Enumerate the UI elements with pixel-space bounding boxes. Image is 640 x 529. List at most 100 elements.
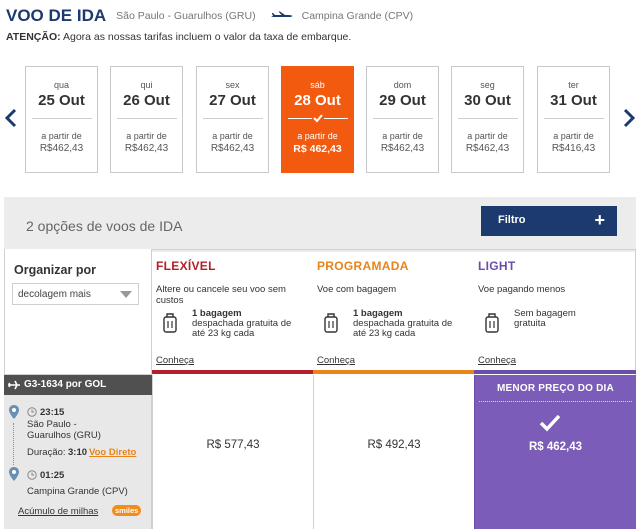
airplane-icon	[8, 380, 20, 390]
baggage-count: 1 bagagem	[192, 308, 242, 319]
divider	[372, 118, 433, 119]
fare-baggage: Sem bagagem gratuita	[514, 309, 624, 329]
plus-icon: +	[594, 210, 605, 230]
date-from-label: a partir de	[212, 131, 253, 141]
fare-description: Voe com bagagem	[317, 284, 397, 295]
baggage-detail: gratuita	[514, 318, 546, 329]
date-price: R$462,43	[380, 143, 425, 154]
location-pin-icon	[9, 467, 19, 481]
baggage-count: Sem bagagem	[514, 308, 576, 319]
fare-description: Voe pagando menos	[478, 284, 566, 295]
date-card-28-selected[interactable]: sáb 28 Out a partir de R$ 462,43	[281, 66, 354, 173]
date-card-25[interactable]: qua 25 Out a partir de R$462,43	[25, 66, 98, 173]
fare-flexivel: FLEXÍVEL Altere ou cancele seu voo sem c…	[152, 249, 313, 375]
fare-notice: ATENÇÃO: Agora as nossas tarifas incluem…	[6, 31, 351, 43]
smiles-logo: smiles	[112, 505, 142, 516]
flight-code: G3-1634 por GOL	[24, 379, 107, 390]
divider	[116, 118, 177, 119]
date-card-26[interactable]: qui 26 Out a partir de R$462,43	[110, 66, 183, 173]
date-from-label: a partir de	[382, 131, 423, 141]
fare-color-bar	[152, 370, 313, 374]
price-light-best[interactable]: MENOR PREÇO DO DIA R$ 462,43	[474, 375, 636, 529]
fare-color-bar	[313, 370, 474, 374]
departure-place-line1: São Paulo -	[27, 419, 77, 430]
price-programada[interactable]: R$ 492,43	[313, 375, 474, 529]
flight-header: G3-1634 por GOL	[4, 375, 152, 395]
date-weekday: qua	[53, 80, 70, 90]
best-price-badge: MENOR PREÇO DO DIA	[497, 383, 614, 394]
origin-label: São Paulo - Guarulhos (GRU)	[116, 10, 256, 22]
luggage-icon	[163, 313, 177, 333]
date-weekday: seg	[480, 80, 495, 90]
chevron-left-icon[interactable]	[4, 108, 18, 128]
fare-baggage: 1 bagagem despachada gratuita de até 23 …	[192, 309, 302, 339]
divider	[287, 112, 348, 124]
duration-value: 3:10	[68, 447, 88, 458]
direct-flight-link[interactable]: Voo Direto	[89, 447, 137, 458]
date-weekday: sáb	[310, 80, 325, 90]
notice-text: Agora as nossas tarifas incluem o valor …	[62, 31, 352, 43]
date-weekday: dom	[393, 80, 412, 90]
fare-name: FLEXÍVEL	[156, 259, 216, 273]
fare-more-link[interactable]: Conheça	[156, 355, 195, 366]
miles-link[interactable]: Acúmulo de milhas	[18, 506, 99, 517]
clock-icon	[27, 407, 37, 417]
date-card-29[interactable]: dom 29 Out a partir de R$462,43	[366, 66, 439, 173]
fare-light: LIGHT Voe pagando menos Sem bagagem grat…	[474, 249, 636, 375]
fare-name: LIGHT	[478, 259, 516, 273]
price-amount: R$ 462,43	[528, 441, 583, 453]
page-header: VOO DE IDA São Paulo - Guarulhos (GRU) C…	[6, 6, 413, 26]
chevron-right-icon[interactable]	[622, 108, 636, 128]
fare-more-link[interactable]: Conheça	[317, 355, 356, 366]
destination-label: Campina Grande (CPV)	[301, 10, 414, 22]
date-weekday: qui	[140, 80, 153, 90]
notice-label: ATENÇÃO:	[6, 31, 61, 43]
divider	[543, 118, 604, 119]
fare-more-link[interactable]: Conheça	[478, 355, 517, 366]
date-price: R$462,43	[124, 143, 169, 154]
date-card-31[interactable]: ter 31 Out a partir de R$416,43	[537, 66, 610, 173]
departure-place-line2: Guarulhos (GRU)	[27, 430, 101, 441]
date-weekday: sex	[225, 80, 240, 90]
divider	[479, 401, 632, 402]
sort-label: Organizar por	[14, 263, 96, 277]
date-price: R$ 462,43	[293, 143, 342, 155]
check-icon	[539, 414, 561, 432]
sort-select[interactable]: decolagem mais	[12, 283, 139, 305]
clock-icon	[27, 470, 37, 480]
date-price: R$416,43	[551, 143, 596, 154]
location-pin-icon	[9, 405, 19, 419]
date-from-label: a partir de	[41, 131, 82, 141]
luggage-icon	[324, 313, 338, 333]
baggage-detail: despachada gratuita de até 23 kg cada	[353, 318, 453, 339]
flight-info	[4, 375, 152, 529]
filter-button[interactable]: Filtro +	[481, 206, 617, 236]
date-card-27[interactable]: sex 27 Out a partir de R$462,43	[196, 66, 269, 173]
arrival-place: Campina Grande (CPV)	[27, 486, 128, 497]
price-flexivel[interactable]: R$ 577,43	[152, 375, 313, 529]
route-line	[13, 423, 14, 465]
divider	[457, 118, 518, 119]
divider	[31, 118, 92, 119]
date-price: R$462,43	[39, 143, 84, 154]
fare-baggage: 1 bagagem despachada gratuita de até 23 …	[353, 309, 463, 339]
price-amount: R$ 492,43	[367, 439, 421, 451]
baggage-detail: despachada gratuita de até 23 kg cada	[192, 318, 292, 339]
luggage-icon	[485, 313, 499, 333]
sort-value: decolagem mais	[18, 289, 91, 300]
date-price: R$462,43	[465, 143, 510, 154]
arrival-time: 01:25	[40, 470, 65, 481]
baggage-count: 1 bagagem	[353, 308, 403, 319]
date-price: R$462,43	[210, 143, 255, 154]
date-card-30[interactable]: seg 30 Out a partir de R$462,43	[451, 66, 524, 173]
fare-programada: PROGRAMADA Voe com bagagem 1 bagagem des…	[313, 249, 474, 375]
price-amount: R$ 577,43	[206, 439, 260, 451]
options-bar: 2 opções de voos de IDA Filtro +	[4, 197, 636, 252]
date-day: 29 Out	[379, 92, 426, 109]
caret-down-icon	[120, 291, 132, 298]
date-day: 30 Out	[464, 92, 511, 109]
fare-color-bar	[474, 370, 636, 374]
date-from-label: a partir de	[467, 131, 508, 141]
date-day: 27 Out	[209, 92, 256, 109]
date-weekday: ter	[568, 80, 579, 90]
